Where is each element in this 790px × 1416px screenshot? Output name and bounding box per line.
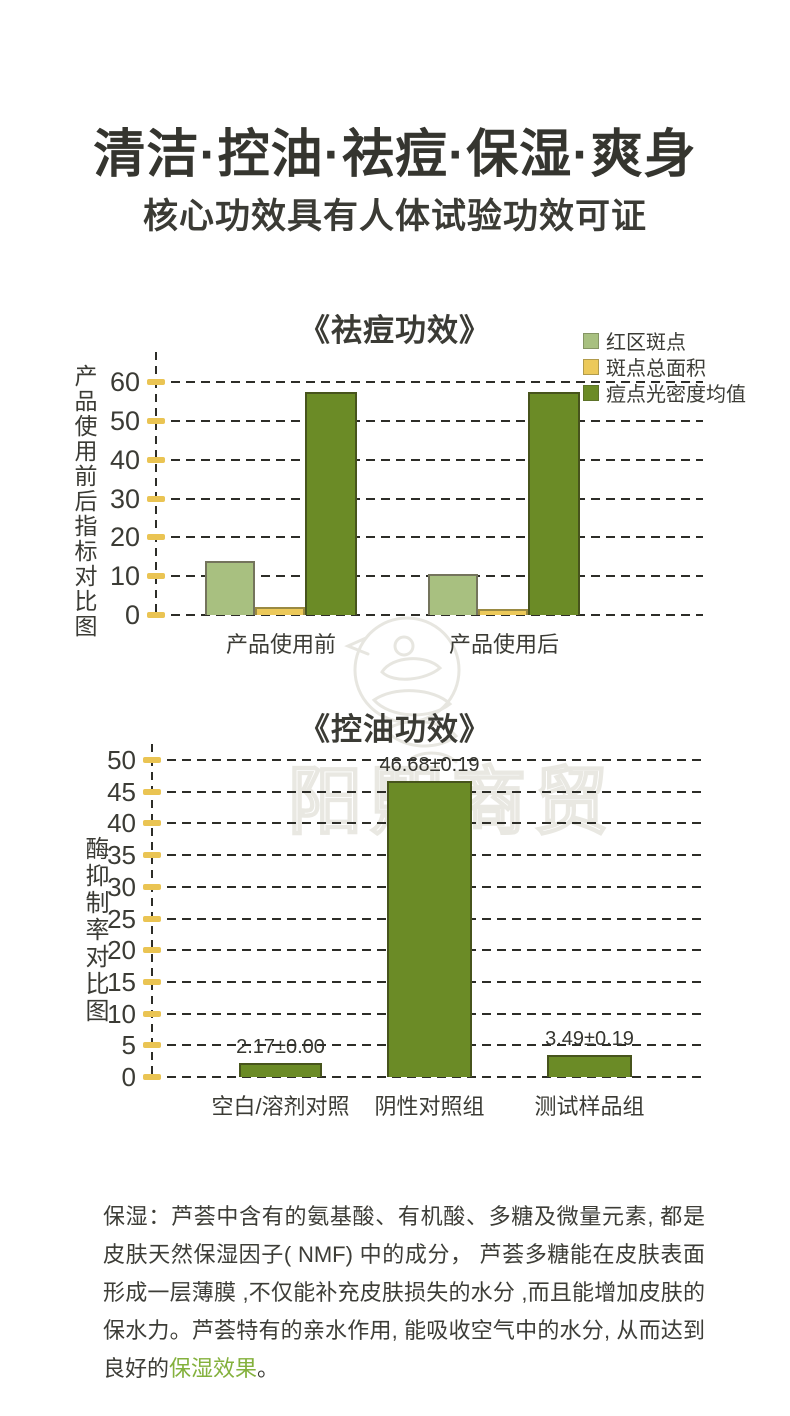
paragraph-label: 保湿： — [103, 1204, 172, 1229]
y-tick-0 — [147, 612, 165, 618]
y-tick-30 — [147, 495, 165, 502]
y-tick-label-10: 10 — [107, 998, 136, 1029]
bar-c0-s0 — [205, 560, 255, 615]
legend-label-1: 斑点总面积 — [606, 358, 706, 380]
y-tick-50 — [147, 417, 165, 424]
gridline-50 — [156, 419, 703, 422]
chart2-category-label-0: 空白/溶剂对照 — [211, 1094, 350, 1119]
y-tick-label-10: 10 — [109, 561, 140, 592]
paragraph-highlight: 保湿效果 — [169, 1356, 258, 1381]
y-tick-25 — [143, 915, 161, 922]
y-tick-label-15: 15 — [107, 966, 136, 997]
chart2-category-label-1: 阴性对照组 — [374, 1094, 485, 1119]
bar-1 — [387, 781, 472, 1077]
y-tick-40 — [147, 456, 165, 463]
chart1-plot-area: 0 10 20 30 40 50 60 产品使用前 产品使用后 — [110, 352, 703, 657]
y-tick-30 — [143, 883, 161, 890]
chart2-category-label-2: 测试样品组 — [534, 1094, 645, 1119]
chart2-y-axis-label: 酶抑制率对比图 — [81, 836, 108, 1025]
y-tick-10 — [143, 1010, 161, 1017]
chart1-title: 《祛痘功效》 — [299, 313, 491, 348]
chart2-title: 《控油功效》 — [299, 712, 491, 747]
gridline-0 — [156, 614, 703, 616]
gridline-20 — [156, 536, 703, 539]
y-tick-20 — [147, 534, 165, 541]
y-tick-label-40: 40 — [107, 808, 136, 839]
chart1-category-label-1: 产品使用后 — [448, 632, 560, 657]
y-tick-50 — [143, 757, 161, 763]
legend-label-2: 痘点光密度均值 — [606, 384, 746, 406]
legend-label-0: 红区斑点 — [606, 332, 686, 354]
y-tick-label-20: 20 — [107, 935, 136, 966]
y-tick-60 — [147, 379, 165, 385]
y-tick-10 — [147, 573, 165, 580]
y-tick-45 — [143, 788, 161, 795]
page-title: 清洁·控油·祛痘·保湿·爽身 — [93, 126, 697, 184]
y-tick-35 — [143, 852, 161, 859]
y-tick-label-40: 40 — [109, 444, 140, 475]
moisturizing-description: 保湿：芦荟中含有的氨基酸、有机酸、多糖及微量元素, 都是皮肤天然保湿因子( NM… — [103, 1198, 705, 1388]
y-tick-40 — [143, 820, 161, 827]
y-tick-15 — [143, 978, 161, 985]
legend-item-0: 红区斑点 — [583, 331, 746, 354]
value-label-1: 46.68±0.19 — [379, 754, 480, 777]
legend-item-2: 痘点光密度均值 — [583, 383, 746, 406]
bar-c1-s2 — [528, 392, 580, 615]
gridline-60 — [156, 381, 703, 383]
bar-c1-s1 — [478, 609, 528, 615]
paragraph-text: 芦荟中含有的氨基酸、有机酸、多糖及微量元素, 都是皮肤天然保湿因子( NMF) … — [103, 1204, 705, 1381]
gridline-0 — [152, 1076, 707, 1078]
page-subtitle: 核心功效具有人体试验功效可证 — [142, 197, 647, 236]
y-axis-line — [151, 744, 153, 1078]
y-tick-label-50: 50 — [109, 405, 140, 436]
legend-item-1: 斑点总面积 — [583, 357, 746, 380]
y-tick-0 — [143, 1074, 161, 1080]
y-tick-label-5: 5 — [121, 1030, 136, 1061]
value-label-2: 3.49±0.19 — [545, 1027, 634, 1050]
y-tick-label-35: 35 — [107, 840, 136, 871]
chart1-y-axis-label: 产品使用前后指标对比图 — [71, 364, 97, 639]
y-tick-5 — [143, 1042, 161, 1049]
y-tick-label-60: 60 — [109, 367, 140, 397]
bar-c1-s0 — [428, 574, 478, 615]
legend-swatch-0 — [583, 332, 599, 349]
gridline-30 — [156, 497, 703, 500]
y-tick-label-50: 50 — [107, 745, 136, 775]
y-tick-label-30: 30 — [107, 871, 136, 902]
y-tick-label-25: 25 — [107, 903, 136, 934]
chart2-plot-area: 0 5 10 15 20 25 30 35 40 45 50 2.17±0.00 空白/溶剂对照 46.6… — [107, 744, 707, 1119]
bar-2 — [547, 1054, 632, 1077]
value-label-0: 2.17±0.00 — [236, 1036, 325, 1059]
y-tick-label-20: 20 — [109, 522, 140, 553]
legend-swatch-1 — [583, 358, 599, 375]
gridline-40 — [156, 458, 703, 461]
paragraph-suffix: 。 — [257, 1356, 280, 1381]
y-tick-20 — [143, 947, 161, 954]
y-axis-line — [155, 352, 157, 616]
legend-swatch-2 — [583, 384, 599, 401]
y-tick-label-45: 45 — [107, 776, 136, 807]
chart1-category-label-0: 产品使用前 — [225, 632, 337, 657]
y-tick-label-0: 0 — [121, 1062, 136, 1092]
bar-c0-s2 — [305, 392, 357, 615]
bar-0 — [239, 1063, 322, 1077]
y-tick-label-0: 0 — [124, 600, 140, 630]
gridline-50 — [152, 759, 707, 761]
bar-c0-s1 — [255, 607, 305, 615]
y-tick-label-30: 30 — [109, 483, 140, 514]
chart1-legend: 红区斑点斑点总面积痘点光密度均值 — [583, 331, 746, 409]
